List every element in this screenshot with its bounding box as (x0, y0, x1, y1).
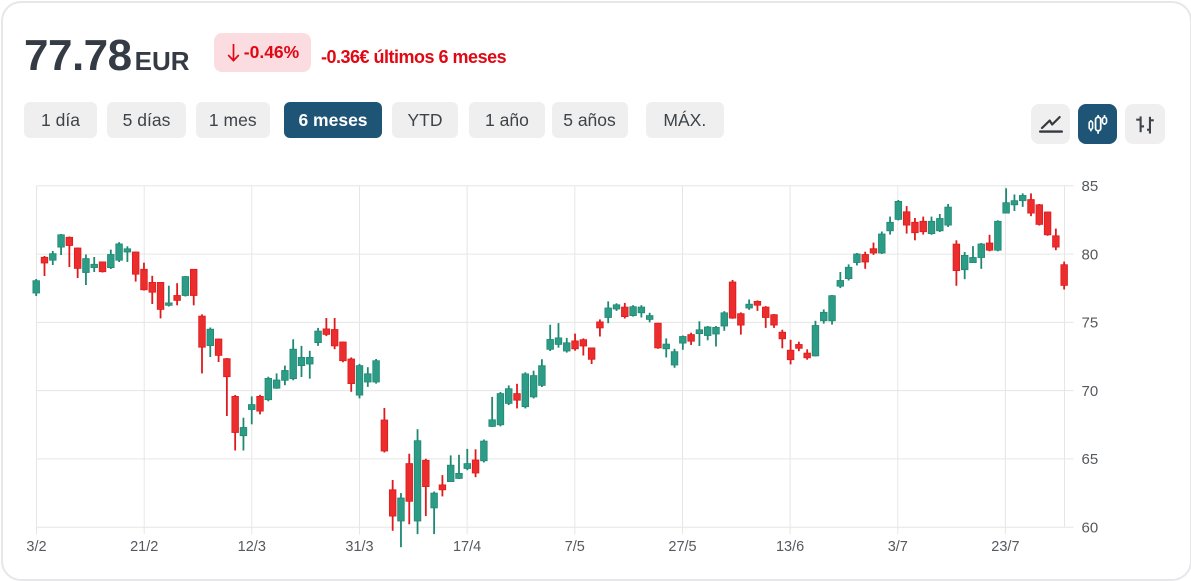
svg-text:75: 75 (1082, 315, 1099, 332)
svg-text:85: 85 (1082, 178, 1099, 195)
svg-text:3/7: 3/7 (888, 539, 908, 555)
svg-text:23/7: 23/7 (991, 539, 1019, 555)
svg-text:7/5: 7/5 (565, 539, 585, 555)
svg-text:31/3: 31/3 (345, 539, 373, 555)
svg-text:65: 65 (1082, 451, 1099, 468)
svg-text:13/6: 13/6 (776, 539, 804, 555)
svg-text:12/3: 12/3 (238, 539, 266, 555)
svg-text:60: 60 (1082, 519, 1099, 536)
svg-text:80: 80 (1082, 246, 1099, 263)
svg-text:70: 70 (1082, 383, 1099, 400)
svg-text:17/4: 17/4 (453, 539, 481, 555)
svg-text:3/2: 3/2 (26, 539, 46, 555)
svg-text:27/5: 27/5 (668, 539, 696, 555)
svg-text:21/2: 21/2 (130, 539, 158, 555)
